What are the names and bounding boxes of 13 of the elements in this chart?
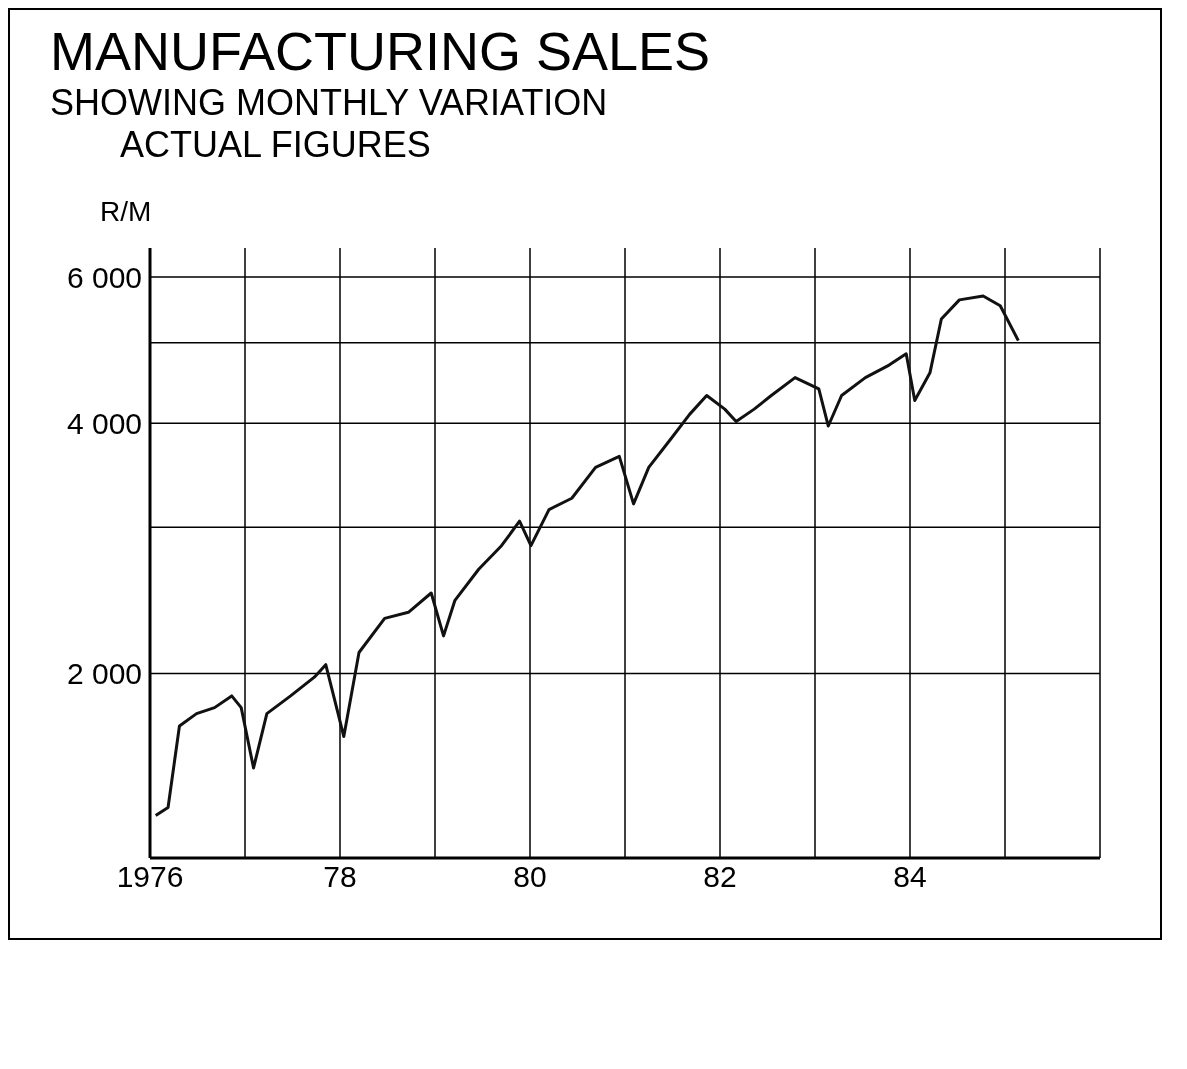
y-axis-title: R/M bbox=[100, 196, 153, 228]
x-tick-label: 78 bbox=[323, 860, 357, 894]
x-tick-label: 80 bbox=[513, 860, 547, 894]
text: ACTUAL FIGURES bbox=[120, 124, 432, 166]
chart-title: MANUFACTURING SALES bbox=[50, 20, 712, 82]
y-tick-label: 6 000 bbox=[66, 260, 142, 294]
chart-subtitle: SHOWING MONTHLY VARIATION bbox=[50, 82, 609, 124]
x-tick-label: 1976 bbox=[116, 860, 184, 894]
x-tick-label: 82 bbox=[703, 860, 737, 894]
line-series bbox=[154, 294, 1020, 817]
y-tick-label: 2 000 bbox=[66, 657, 142, 691]
y-tick-label: 4 000 bbox=[66, 406, 142, 440]
x-tick-label: 84 bbox=[893, 860, 927, 894]
